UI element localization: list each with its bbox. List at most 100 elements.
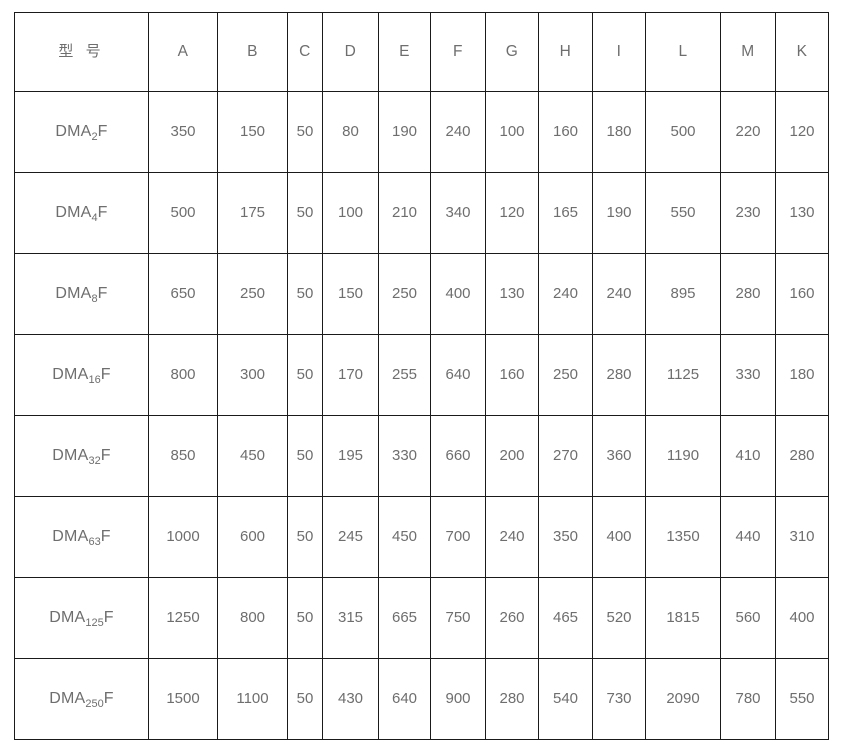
data-cell: 270 <box>538 415 593 497</box>
table-row: DMA32F 850 450 50 195 330 660 200 270 360 1190 410 2… <box>14 415 829 497</box>
data-cell: 1250 <box>148 577 218 659</box>
data-cell: 130 <box>485 253 539 335</box>
data-cell: 410 <box>720 415 776 497</box>
data-cell: 195 <box>322 415 379 497</box>
column-header-b: B <box>217 12 288 92</box>
data-cell: 240 <box>538 253 593 335</box>
data-cell: 700 <box>430 496 486 578</box>
model-subscript: 250 <box>85 698 104 710</box>
column-header-e: E <box>378 12 431 92</box>
data-cell: 400 <box>592 496 646 578</box>
model-prefix: DMA <box>52 528 89 545</box>
column-header-k: K <box>775 12 829 92</box>
data-cell: 250 <box>378 253 431 335</box>
data-cell: 100 <box>485 91 539 173</box>
data-cell: 280 <box>485 658 539 740</box>
model-suffix: F <box>97 285 108 302</box>
data-cell: 245 <box>322 496 379 578</box>
data-cell: 540 <box>538 658 593 740</box>
data-cell: 850 <box>148 415 218 497</box>
data-cell: 550 <box>775 658 829 740</box>
data-cell: 280 <box>720 253 776 335</box>
data-cell: 650 <box>148 253 218 335</box>
data-cell: 730 <box>592 658 646 740</box>
model-suffix: F <box>97 123 108 140</box>
model-subscript: 63 <box>88 536 101 548</box>
table-row: DMA63F 1000 600 50 245 450 700 240 350 400 1350 440… <box>14 496 829 578</box>
data-cell: 50 <box>287 334 323 416</box>
data-cell: 280 <box>592 334 646 416</box>
data-cell: 520 <box>592 577 646 659</box>
data-cell: 160 <box>775 253 829 335</box>
data-cell: 250 <box>217 253 288 335</box>
model-suffix: F <box>97 204 108 221</box>
data-cell: 900 <box>430 658 486 740</box>
data-cell: 310 <box>775 496 829 578</box>
data-cell: 465 <box>538 577 593 659</box>
data-cell: 500 <box>148 172 218 254</box>
column-header-a: A <box>148 12 218 92</box>
model-subscript: 16 <box>88 374 101 386</box>
data-cell: 170 <box>322 334 379 416</box>
model-cell: DMA8F <box>14 253 149 335</box>
table-row: DMA4F 500 175 50 100 210 340 120 165 190 550 230 130 <box>14 172 829 254</box>
table-header-row: 型 号 A B C D E F G H I L M K <box>14 12 829 92</box>
model-cell: DMA250F <box>14 658 149 740</box>
data-cell: 180 <box>592 91 646 173</box>
data-cell: 220 <box>720 91 776 173</box>
data-cell: 190 <box>378 91 431 173</box>
data-cell: 895 <box>645 253 721 335</box>
data-cell: 240 <box>592 253 646 335</box>
data-cell: 260 <box>485 577 539 659</box>
data-cell: 340 <box>430 172 486 254</box>
model-subscript: 125 <box>85 617 104 629</box>
model-cell: DMA16F <box>14 334 149 416</box>
column-header-g: G <box>485 12 539 92</box>
data-cell: 50 <box>287 253 323 335</box>
data-cell: 1125 <box>645 334 721 416</box>
table-row: DMA2F 350 150 50 80 190 240 100 160 180 500 220 120 <box>14 91 829 173</box>
data-cell: 50 <box>287 577 323 659</box>
data-cell: 240 <box>485 496 539 578</box>
column-header-h: H <box>538 12 593 92</box>
data-cell: 160 <box>485 334 539 416</box>
model-cell: DMA63F <box>14 496 149 578</box>
data-cell: 750 <box>430 577 486 659</box>
data-cell: 660 <box>430 415 486 497</box>
data-cell: 400 <box>430 253 486 335</box>
data-cell: 50 <box>287 496 323 578</box>
model-subscript: 4 <box>91 212 98 224</box>
data-cell: 210 <box>378 172 431 254</box>
data-cell: 50 <box>287 415 323 497</box>
data-cell: 1815 <box>645 577 721 659</box>
data-cell: 450 <box>217 415 288 497</box>
data-cell: 350 <box>538 496 593 578</box>
model-subscript: 8 <box>91 293 98 305</box>
data-cell: 130 <box>775 172 829 254</box>
data-cell: 330 <box>720 334 776 416</box>
data-cell: 560 <box>720 577 776 659</box>
table-row: DMA16F 800 300 50 170 255 640 160 250 280 1125 330 1… <box>14 334 829 416</box>
data-cell: 160 <box>538 91 593 173</box>
model-suffix: F <box>100 447 111 464</box>
data-cell: 550 <box>645 172 721 254</box>
data-cell: 600 <box>217 496 288 578</box>
data-cell: 430 <box>322 658 379 740</box>
model-prefix: DMA <box>52 366 89 383</box>
data-cell: 360 <box>592 415 646 497</box>
data-cell: 175 <box>217 172 288 254</box>
data-cell: 200 <box>485 415 539 497</box>
column-header-m: M <box>720 12 776 92</box>
data-cell: 1190 <box>645 415 721 497</box>
data-cell: 400 <box>775 577 829 659</box>
data-cell: 450 <box>378 496 431 578</box>
table-row: DMA8F 650 250 50 150 250 400 130 240 240 895 280 160 <box>14 253 829 335</box>
model-prefix: DMA <box>55 123 92 140</box>
data-cell: 165 <box>538 172 593 254</box>
specification-table: 型 号 A B C D E F G H I L M K DMA2F 350 150 5… <box>14 12 829 740</box>
data-cell: 800 <box>148 334 218 416</box>
data-cell: 120 <box>775 91 829 173</box>
data-cell: 315 <box>322 577 379 659</box>
data-cell: 440 <box>720 496 776 578</box>
data-cell: 50 <box>287 658 323 740</box>
